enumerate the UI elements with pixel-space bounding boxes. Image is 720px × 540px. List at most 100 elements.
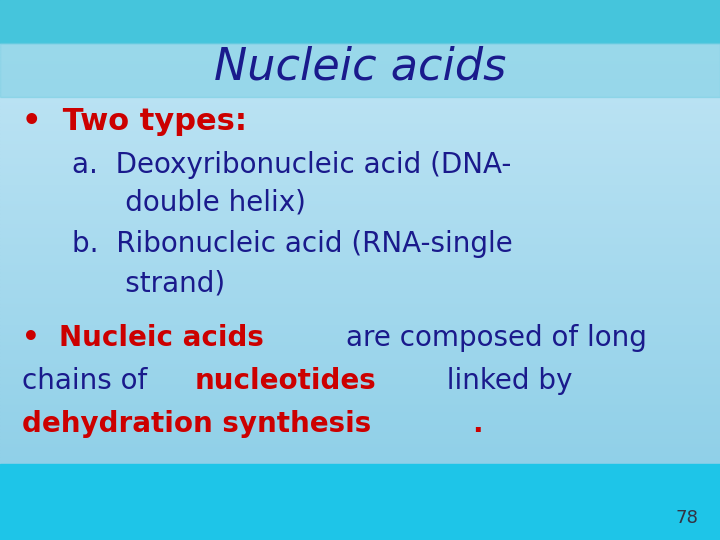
- Bar: [0, 245, 720, 247]
- Bar: [0, 55, 720, 57]
- Bar: [0, 232, 720, 234]
- Bar: [0, 227, 720, 228]
- Bar: [0, 375, 720, 377]
- Bar: [0, 443, 720, 445]
- Bar: [0, 402, 720, 404]
- Bar: [0, 461, 720, 463]
- Bar: [0, 152, 720, 154]
- Bar: [0, 409, 720, 411]
- Bar: [0, 436, 720, 438]
- Bar: [0, 426, 720, 428]
- Bar: [0, 146, 720, 148]
- Bar: [0, 185, 720, 186]
- Bar: [0, 230, 720, 231]
- Bar: [0, 434, 720, 436]
- Bar: [0, 116, 720, 118]
- Bar: [0, 43, 720, 97]
- Bar: [0, 200, 720, 202]
- Text: strand): strand): [72, 269, 225, 298]
- Bar: [0, 213, 720, 214]
- Bar: [0, 109, 720, 111]
- Bar: [0, 277, 720, 279]
- Bar: [0, 141, 720, 143]
- Bar: [0, 333, 720, 335]
- Bar: [0, 458, 720, 460]
- Bar: [0, 410, 720, 413]
- Bar: [0, 256, 720, 258]
- Bar: [0, 43, 720, 45]
- Bar: [0, 251, 720, 252]
- Bar: [0, 48, 720, 50]
- Bar: [0, 51, 720, 53]
- Bar: [0, 371, 720, 373]
- Bar: [0, 291, 720, 293]
- Text: b.  Ribonucleic acid (RNA-single: b. Ribonucleic acid (RNA-single: [72, 230, 513, 258]
- Bar: [0, 453, 720, 455]
- Bar: [0, 347, 720, 349]
- Bar: [0, 79, 720, 81]
- Bar: [0, 367, 720, 369]
- Bar: [0, 381, 720, 383]
- Bar: [0, 155, 720, 157]
- Bar: [0, 192, 720, 193]
- Bar: [0, 384, 720, 386]
- Text: •  Nucleic acids: • Nucleic acids: [22, 323, 273, 352]
- Bar: [0, 204, 720, 206]
- Bar: [0, 210, 720, 212]
- Bar: [0, 308, 720, 310]
- Bar: [0, 440, 720, 442]
- Bar: [0, 206, 720, 207]
- Text: 78: 78: [675, 509, 698, 528]
- Text: double helix): double helix): [72, 188, 306, 217]
- Bar: [0, 118, 720, 120]
- Bar: [0, 252, 720, 254]
- Bar: [0, 57, 720, 59]
- Bar: [0, 86, 720, 88]
- Bar: [0, 329, 720, 331]
- Bar: [0, 113, 720, 115]
- Bar: [0, 307, 720, 308]
- Bar: [0, 322, 720, 324]
- Bar: [0, 319, 720, 321]
- Bar: [0, 339, 720, 341]
- Bar: [0, 173, 720, 175]
- Bar: [0, 368, 720, 370]
- Text: a.  Deoxyribonucleic acid (DNA-: a. Deoxyribonucleic acid (DNA-: [72, 151, 511, 179]
- Bar: [0, 305, 720, 307]
- Bar: [0, 242, 720, 244]
- Bar: [0, 294, 720, 296]
- Bar: [0, 124, 720, 126]
- Text: linked by: linked by: [429, 367, 572, 395]
- Bar: [0, 123, 720, 125]
- Text: Nucleic acids: Nucleic acids: [214, 46, 506, 89]
- Bar: [0, 188, 720, 191]
- Bar: [0, 169, 720, 171]
- Bar: [0, 464, 720, 540]
- Bar: [0, 132, 720, 134]
- Bar: [0, 218, 720, 220]
- Bar: [0, 424, 720, 427]
- Bar: [0, 89, 720, 91]
- Text: are composed of long: are composed of long: [346, 323, 647, 352]
- Bar: [0, 300, 720, 301]
- Bar: [0, 427, 720, 429]
- Bar: [0, 125, 720, 127]
- Bar: [0, 76, 720, 78]
- Bar: [0, 312, 720, 314]
- Bar: [0, 345, 720, 347]
- Bar: [0, 364, 720, 366]
- Bar: [0, 186, 720, 188]
- Bar: [0, 181, 720, 184]
- Bar: [0, 353, 720, 355]
- Bar: [0, 302, 720, 305]
- Bar: [0, 215, 720, 217]
- Bar: [0, 104, 720, 106]
- Bar: [0, 419, 720, 421]
- Bar: [0, 231, 720, 233]
- Bar: [0, 416, 720, 418]
- Bar: [0, 343, 720, 345]
- Bar: [0, 462, 720, 464]
- Bar: [0, 357, 720, 359]
- Bar: [0, 65, 720, 67]
- Bar: [0, 373, 720, 375]
